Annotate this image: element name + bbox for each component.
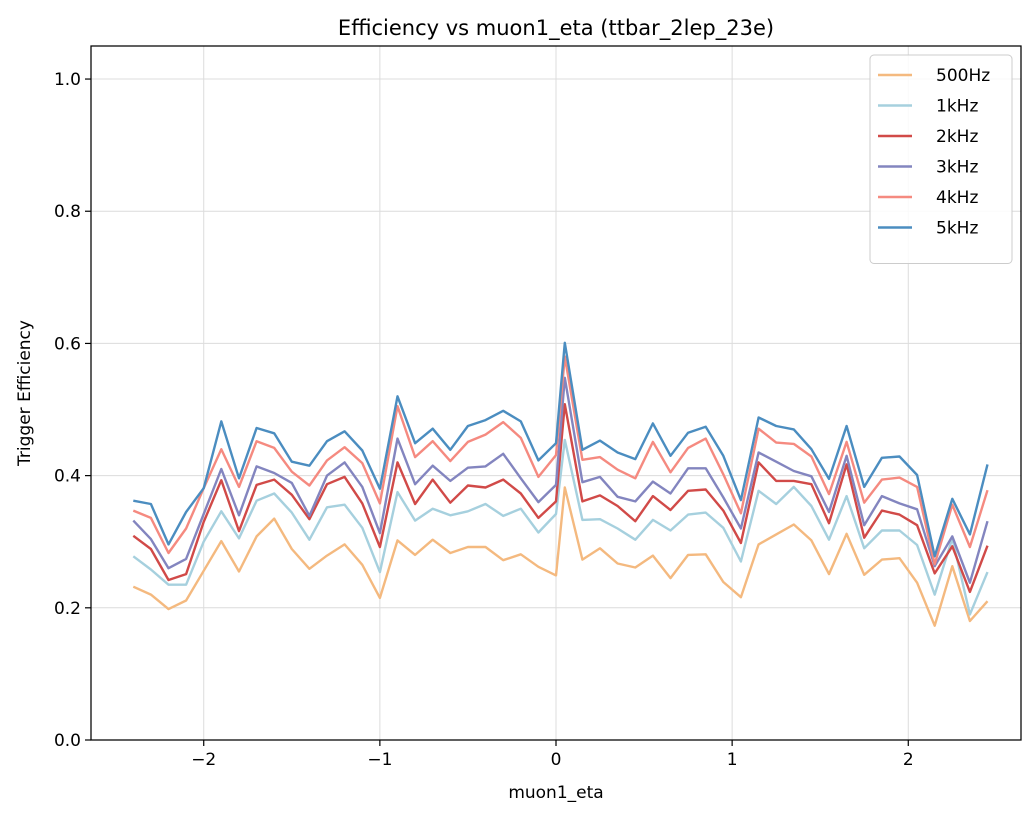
legend-label: 500Hz (936, 66, 990, 86)
x-tick-label: 1 (727, 750, 738, 770)
y-tick-label: 0.0 (54, 731, 81, 751)
chart-title: Efficiency vs muon1_eta (ttbar_2lep_23e) (338, 16, 774, 41)
x-tick-label: −2 (191, 750, 216, 770)
legend-label: 5kHz (936, 219, 978, 239)
y-tick-label: 0.8 (54, 202, 81, 222)
series-line-3kHz (132, 376, 989, 584)
series-line-2kHz (132, 403, 989, 594)
legend-box (869, 54, 1013, 264)
y-axis-label: Trigger Efficiency (15, 320, 35, 467)
y-tick-label: 0.4 (54, 467, 81, 487)
series-line-1kHz (132, 438, 989, 616)
x-tick-label: 0 (551, 750, 562, 770)
legend: 500Hz 1kHz 2kHz 3kHz 4kHz 5kHz (869, 54, 1013, 264)
y-tick-label: 0.2 (54, 599, 81, 619)
axis-ticks: −2 −1 0 1 2 0.0 0.2 0.4 0.6 0.8 1.0 (54, 70, 914, 770)
legend-label: 1kHz (936, 97, 978, 117)
y-tick-label: 0.6 (54, 334, 81, 354)
series-lines (132, 341, 989, 627)
legend-label: 2kHz (936, 127, 978, 147)
legend-label: 4kHz (936, 188, 978, 208)
series-line-500Hz (132, 486, 989, 627)
series-line-5kHz (133, 341, 989, 558)
grid-lines (91, 46, 1021, 741)
x-tick-label: −1 (367, 750, 392, 770)
y-tick-label: 1.0 (54, 70, 81, 90)
x-axis-label: muon1_eta (508, 783, 603, 803)
legend-label: 3kHz (936, 158, 978, 178)
x-tick-label: 2 (903, 750, 914, 770)
